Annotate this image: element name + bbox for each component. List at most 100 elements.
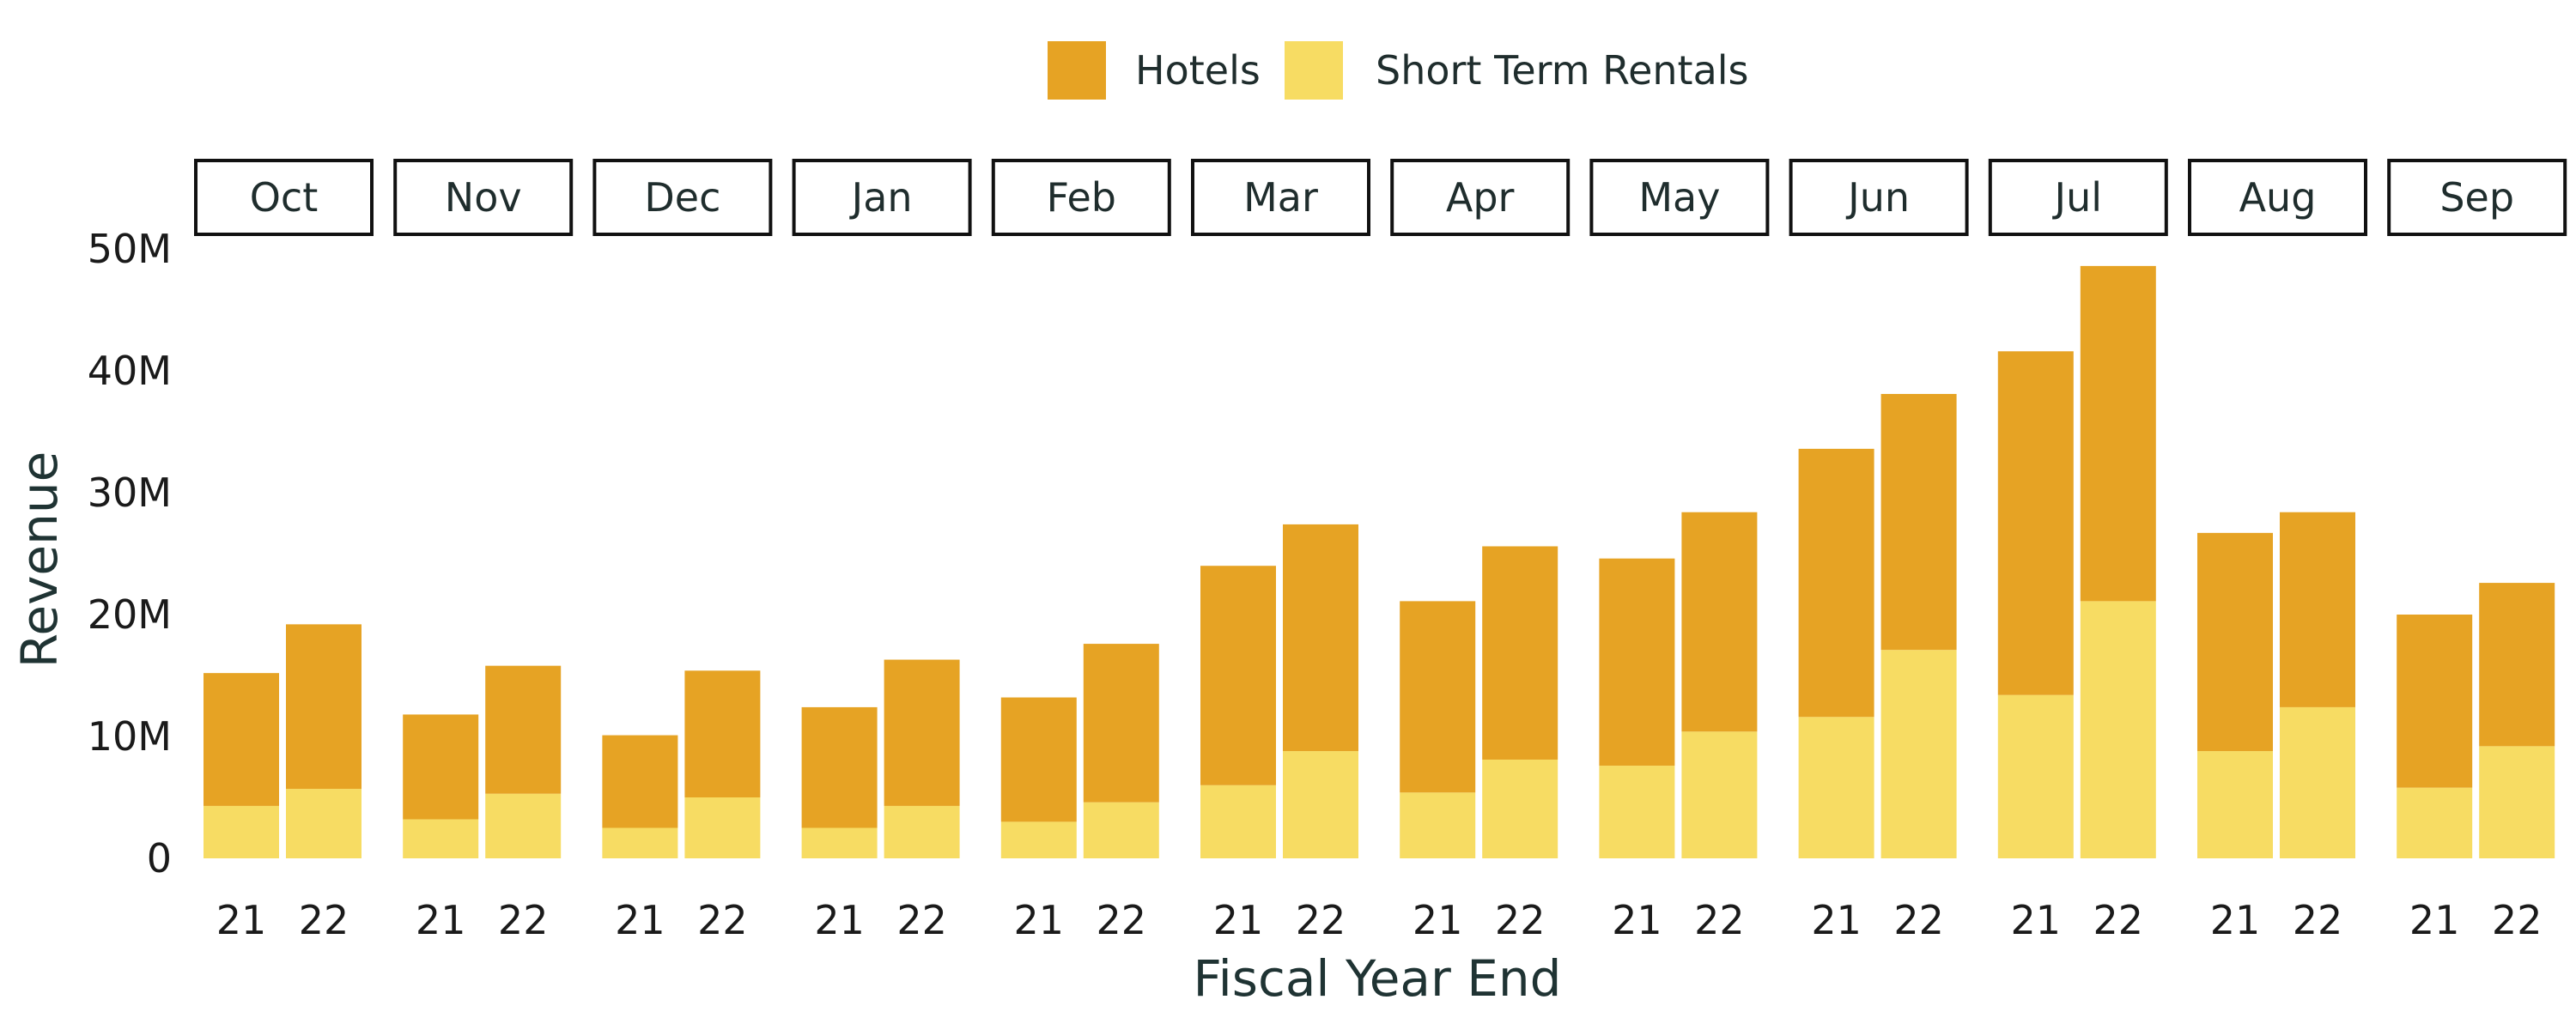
x-tick-label: 21 [216,897,267,943]
bar-hotels [2479,583,2555,747]
y-tick-label: 20M [88,591,172,638]
facet-header-label: Feb [1047,174,1116,221]
bar-short-term-rentals [1000,821,1077,858]
x-tick-label: 22 [2093,897,2144,943]
bar-hotels [684,670,761,797]
bar-short-term-rentals [684,797,761,858]
bar-hotels [286,624,361,790]
bar-short-term-rentals [1880,650,1957,858]
facet-header-box [393,159,574,236]
facet-header-box [2387,159,2567,236]
bar-hotels [204,673,279,806]
x-axis: 21 22 21 22 21 22 21 22 21 22 21 22 21 22 21 22 21 22 21 22… [216,897,2543,943]
x-tick-label: 22 [1495,897,1546,943]
x-tick-label: 21 [416,897,466,943]
facet-header-label: May [1638,174,1720,221]
facet-headers: Oct Nov Dec Jan Feb Mar Apr May Jun Jul Aug Sep [194,159,2567,236]
bar-hotels [1283,524,1358,752]
bar-short-term-rentals [2197,751,2273,858]
bars [204,265,2555,858]
x-tick-label: 22 [1893,897,1944,943]
bar-hotels [2080,265,2156,602]
x-tick-label: 21 [814,897,865,943]
x-tick-label: 22 [697,897,748,943]
bar-hotels [884,659,960,806]
facet-header-box [1589,159,1770,236]
bar-short-term-rentals [1400,792,1476,858]
x-tick-label: 22 [1694,897,1745,943]
bar-hotels [2280,512,2355,707]
bar-short-term-rentals [1083,802,1159,858]
facet-header-label: Mar [1243,174,1318,221]
y-axis-title: Revenue [10,451,69,669]
facet-header-label: Jun [1845,174,1910,221]
bar-short-term-rentals [286,789,361,858]
y-tick-label: 50M [88,226,172,272]
facet-header-box [1789,159,1969,236]
facet-header-box [592,159,773,236]
facet-header-label: Apr [1446,174,1515,221]
bar-hotels [485,665,562,794]
bar-short-term-rentals [1200,785,1276,858]
bar-short-term-rentals [2479,746,2555,858]
bar-short-term-rentals [1599,766,1675,858]
bar-short-term-rentals [2280,706,2355,858]
x-tick-label: 21 [2409,897,2460,943]
bar-short-term-rentals [1283,751,1358,858]
x-tick-label: 22 [2492,897,2543,943]
facet-header-box [792,159,972,236]
facet-header-box [1191,159,1370,236]
x-tick-label: 22 [498,897,549,943]
bar-short-term-rentals [1482,759,1558,858]
bar-hotels [1997,351,2074,695]
bar-hotels [2197,532,2273,752]
facet-header-box [1988,159,2168,236]
bar-short-term-rentals [403,819,479,858]
x-tick-label: 22 [896,897,947,943]
bar-short-term-rentals [204,805,279,858]
facet-header-label: Oct [250,174,319,221]
facet-header-label: Jan [849,174,913,221]
bar-short-term-rentals [2080,601,2156,858]
bar-hotels [1482,546,1558,760]
y-tick-label: 40M [88,348,172,394]
bar-short-term-rentals [1681,731,1758,858]
y-tick-label: 0 [147,835,172,882]
x-tick-label: 22 [299,897,349,943]
legend-swatch-0 [1048,41,1106,100]
bar-hotels [1200,566,1276,785]
x-tick-label: 22 [1097,897,1147,943]
x-tick-label: 21 [615,897,665,943]
facet-header-box [2188,159,2367,236]
x-tick-label: 21 [1014,897,1065,943]
y-tick-label: 30M [88,470,172,516]
bar-short-term-rentals [1997,694,2074,858]
bar-short-term-rentals [884,805,960,858]
bar-hotels [1681,512,1758,732]
facet-header-box [1390,159,1571,236]
x-tick-label: 22 [1296,897,1346,943]
x-tick-label: 21 [1213,897,1264,943]
bar-hotels [403,714,479,820]
bar-short-term-rentals [485,793,562,858]
bar-short-term-rentals [1798,717,1874,858]
x-tick-label: 21 [2011,897,2062,943]
bar-hotels [1000,697,1077,822]
bar-short-term-rentals [801,827,878,858]
facet-header-label: Dec [644,174,720,221]
facet-header-label: Aug [2239,174,2317,221]
x-tick-label: 21 [1413,897,1463,943]
legend-label-0: Hotels [1135,47,1261,94]
x-tick-label: 21 [1612,897,1662,943]
bar-short-term-rentals [602,827,678,858]
bar-hotels [1599,558,1675,766]
legend-label-1: Short Term Rentals [1376,47,1749,94]
x-tick-label: 21 [2210,897,2261,943]
y-axis: 0 10M 20M 30M 40M 50M [88,226,172,882]
facet-header-label: Jul [2052,174,2103,221]
y-tick-label: 10M [88,713,172,760]
facet-header-box [991,159,1171,236]
bar-hotels [1798,448,1874,718]
bar-hotels [602,735,678,828]
bar-short-term-rentals [2397,787,2473,858]
